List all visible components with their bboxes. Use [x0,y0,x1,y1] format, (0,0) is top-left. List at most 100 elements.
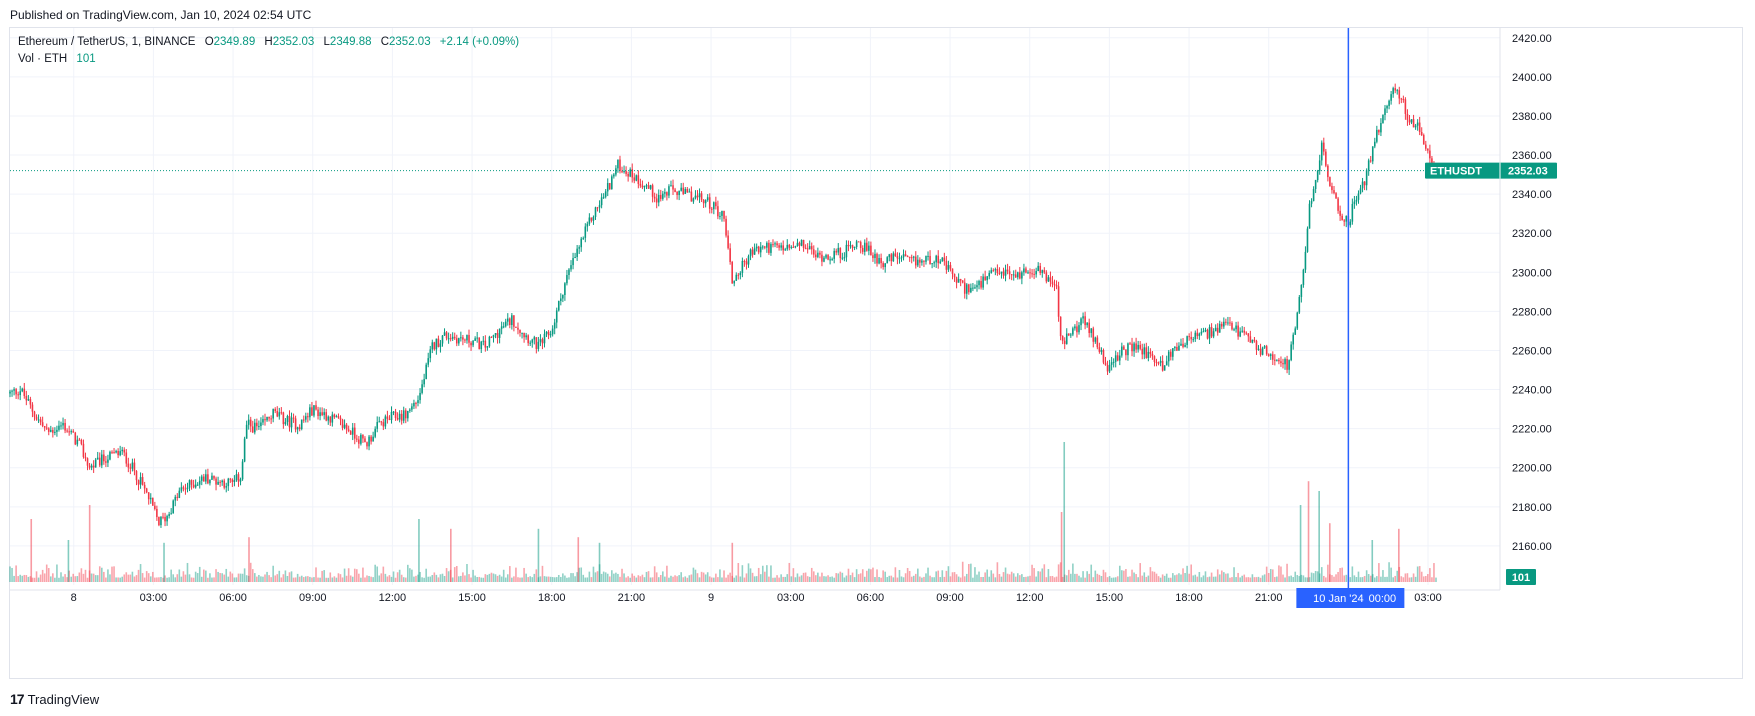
volume-bar [1212,576,1215,582]
volume-bar [147,573,150,582]
volume-bar [1343,575,1345,582]
x-tick-label: 06:00 [219,592,247,604]
volume-label[interactable]: Vol · ETH [18,53,68,65]
candle-body [294,418,297,430]
candle-body [1123,346,1125,350]
volume-bar [821,572,823,582]
candle-body [737,274,740,276]
volume-bar [808,576,811,582]
candle-body [996,269,999,273]
volume-bar [627,576,629,582]
volume-bar [645,571,648,582]
volume-bar [737,563,740,582]
x-tick-label: 15:00 [1096,592,1124,604]
candle-body [896,256,899,259]
volume-bar [341,577,344,582]
volume-bar [1206,577,1209,582]
volume-bar [1237,572,1239,582]
candle-body [702,199,705,204]
candle-body [786,244,789,250]
volume-bar [1027,576,1029,582]
volume-bar [262,576,264,582]
volume-bar [953,572,956,582]
candle-body [980,281,982,288]
volume-bar [786,574,789,582]
volume-bar [1396,570,1399,582]
candle-body [305,416,307,420]
candle-body [580,238,583,248]
volume-bar [1416,566,1419,582]
volume-bar [1047,569,1050,582]
candle-body [1359,188,1362,194]
volume-bar [970,563,972,582]
volume-bar [927,567,929,582]
x-tick-label: 03:00 [777,592,805,604]
volume-bar [621,568,623,582]
volume-bar [611,570,613,582]
volume-bar [92,573,95,582]
volume-bar [470,577,472,582]
volume-bar [1043,564,1046,582]
volume-bar [1133,572,1135,582]
volume-bar [700,571,703,582]
candle-body [912,256,915,258]
candle-body [1033,273,1035,275]
y-tick-label: 2380.00 [1512,111,1552,123]
volume-bar [1308,577,1311,582]
volume-bar [168,577,170,582]
candle-body [33,411,36,417]
volume-bar [1210,572,1213,582]
volume-bar [180,576,183,582]
volume-bar [800,575,803,582]
volume-bar [980,577,982,582]
chart-frame[interactable] [9,27,1743,679]
volume-bar [476,577,478,582]
volume-bar [1045,577,1048,582]
volume-bar [857,574,860,582]
candle-body [1114,355,1117,362]
volume-bar [1167,577,1170,582]
volume-bar [1245,577,1248,582]
volume-bar [1269,568,1272,582]
volume-bar [27,576,30,582]
candle-body [1253,339,1256,341]
candle-body [972,287,974,289]
volume-bar [1169,577,1172,582]
candle-body [462,337,464,340]
candle-body [1100,350,1103,352]
candle-body [749,249,752,257]
volume-bar [166,577,168,582]
candle-body [1055,285,1058,287]
volume-bar [1435,577,1437,582]
y-tick-label: 2280.00 [1512,306,1552,318]
candle-body [286,415,289,422]
candle-body [90,465,93,468]
symbol-name[interactable]: Ethereum / TetherUS, 1, BINANCE [18,36,196,48]
candle-body [1276,359,1278,361]
volume-bar [382,566,385,582]
volume-bar [912,575,915,582]
y-tick-label: 2200.00 [1512,463,1552,475]
change-value: +2.14 (+0.09%) [439,36,520,48]
volume-bar [872,567,874,582]
candle-body [776,243,778,246]
candle-body [790,246,793,248]
candle-body [409,409,411,411]
volume-bar [309,576,311,582]
volume-bar [580,567,583,582]
volume-bar [1251,574,1254,582]
footer-brand[interactable]: 17 TradingView [10,691,99,707]
volume-bar [29,576,32,582]
volume-bar [1298,576,1301,582]
candle-body [402,410,405,421]
volume-bar [549,576,552,582]
volume-bar [939,577,942,582]
volume-bar [845,575,848,582]
volume-bar [1165,573,1168,582]
volume-bar [910,576,913,582]
candle-body [1282,363,1284,365]
volume-bar [1316,571,1319,582]
crosshair-time: 00:00 [1369,593,1397,605]
volume-bar [849,575,852,582]
